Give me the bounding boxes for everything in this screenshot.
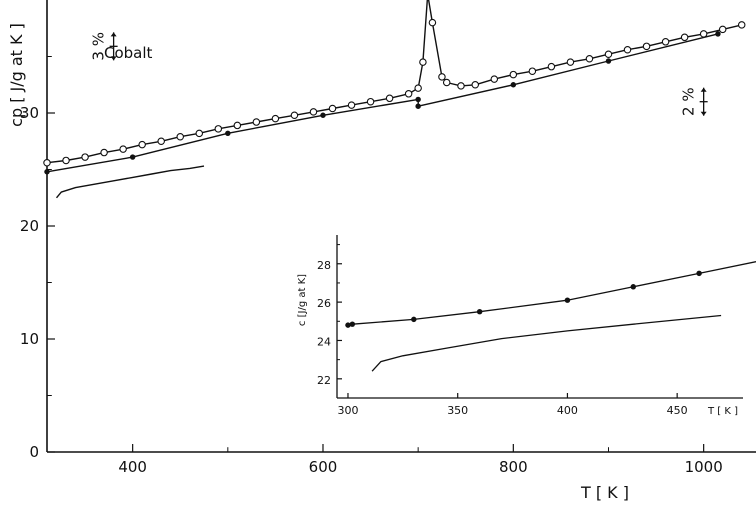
open-circle-point [661, 38, 670, 46]
open-circle-point [252, 118, 261, 126]
material-label: Cobalt [104, 44, 153, 62]
x-tick-label: 1000 [685, 458, 723, 476]
x-axis-title: T [ K ] [707, 406, 738, 417]
error-bar-arrow-up [110, 32, 117, 37]
series-line-2 [55, 165, 205, 199]
filled-circle-point [320, 112, 326, 118]
open-circle-point [699, 30, 708, 38]
x-tick-label: 600 [309, 458, 338, 476]
filled-circle-point [605, 58, 612, 64]
filled-circle-point [510, 82, 517, 88]
open-circle-point [737, 21, 746, 29]
open-circle-point [414, 84, 422, 92]
x-tick-label: 300 [337, 404, 358, 417]
open-circle-point [680, 33, 689, 42]
filled-circle-point [415, 103, 421, 109]
x-tick-label: 800 [499, 458, 528, 476]
open-circle-point [328, 104, 337, 113]
open-circle-point [604, 50, 613, 58]
open-circle-point [138, 140, 146, 149]
open-circle-point [43, 158, 51, 167]
filled-circle-point [696, 270, 702, 277]
open-circle-point [528, 67, 537, 75]
open-circle-point [457, 82, 465, 90]
open-circle-point [438, 73, 446, 81]
x-tick-label: 350 [447, 404, 468, 417]
open-circle-point [509, 70, 518, 79]
filled-circle-point [129, 154, 136, 160]
open-circle-point [385, 94, 394, 103]
series-line-1 [371, 314, 722, 372]
main-plot: 400 600 800 1000 0 10 20 30 T [ K ] cp [ J/g at K… [7, 0, 756, 502]
open-circle-point [585, 55, 594, 63]
filled-circle-point [225, 130, 231, 137]
x-tick-label: 450 [667, 404, 688, 417]
open-circle-point [309, 108, 318, 116]
x-tick-label: 400 [118, 458, 147, 476]
open-circle-point [623, 45, 632, 54]
open-circle-point [81, 153, 89, 161]
filled-circle-point [345, 322, 351, 328]
inset-background [337, 235, 743, 398]
filled-circle-point [564, 297, 571, 303]
y-axis-title: c [J/g at K] [297, 274, 308, 326]
inset-plot: 300 350 400 450 22 24 26 28 T [ K ] c [J/g at K] [297, 235, 756, 417]
filled-circle-point [44, 169, 50, 175]
open-circle-point [428, 18, 437, 27]
open-circle-point [404, 90, 413, 98]
filled-circle-point [630, 284, 636, 290]
open-circle-point [419, 58, 427, 66]
series-line-0 [46, 0, 742, 164]
open-circle-point [100, 148, 108, 157]
error-bar-arrow-down [110, 56, 117, 61]
open-circle-point [547, 62, 556, 71]
x-tick-label: 400 [557, 404, 578, 417]
open-circle-point [718, 25, 727, 34]
error-bar-label: 2 % [680, 87, 698, 116]
filled-circle-point [476, 308, 483, 315]
open-circle-point [471, 81, 480, 89]
open-circle-point [176, 132, 184, 141]
filled-circle-point [349, 321, 356, 327]
open-circle-point [290, 111, 299, 120]
x-axis-title: T [ K ] [580, 483, 629, 502]
y-tick-label: 10 [20, 330, 39, 348]
error-bar-arrow-down [700, 111, 707, 116]
series-line-0 [347, 261, 756, 326]
open-circle-point [566, 58, 575, 66]
y-axis-title: cp [ J/g at K ] [7, 23, 26, 127]
open-circle-point [214, 125, 223, 133]
open-circle-point [195, 129, 204, 138]
filled-circle-point [715, 31, 721, 37]
open-circle-point [119, 145, 127, 153]
open-circle-point [62, 156, 70, 165]
y-tick-label: 30 [20, 104, 39, 122]
open-circle-point [642, 42, 651, 51]
y-tick-label: 24 [317, 335, 331, 348]
y-tick-label: 0 [29, 443, 39, 461]
open-circle-point [157, 137, 165, 146]
open-circle-point [442, 78, 451, 87]
y-tick-label: 20 [20, 217, 39, 235]
open-circle-point [366, 97, 375, 106]
error-bar-label: 3 % [90, 32, 108, 61]
open-circle-point [271, 114, 280, 123]
filled-circle-point [415, 96, 421, 103]
open-circle-point [233, 121, 242, 130]
open-circle-point [347, 101, 356, 109]
open-circle-point [490, 75, 499, 83]
y-tick-label: 22 [317, 374, 331, 387]
error-bar-arrow-up [700, 87, 707, 92]
y-tick-label: 28 [317, 259, 331, 272]
filled-circle-point [411, 316, 417, 323]
y-tick-label: 26 [317, 297, 331, 310]
